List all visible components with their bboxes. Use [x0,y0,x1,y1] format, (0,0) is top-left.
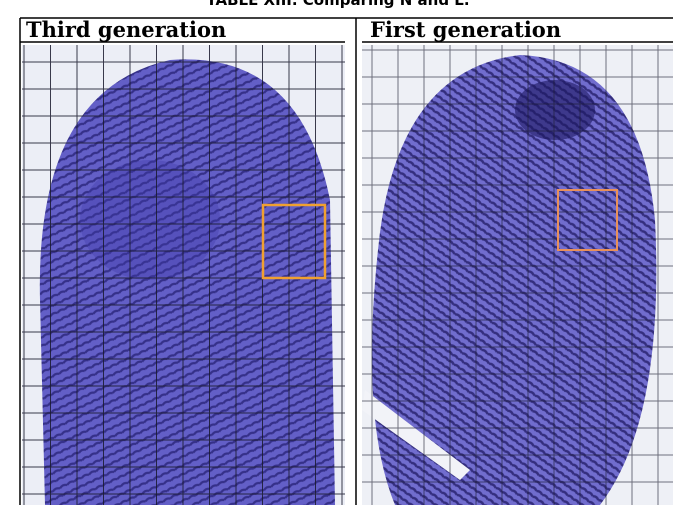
fingerprint-image [22,45,345,505]
page: TABLE XIII. Comparing N and L. Third gen… [0,0,676,505]
fingerprint-image [362,45,673,505]
table-drawing [0,0,676,505]
